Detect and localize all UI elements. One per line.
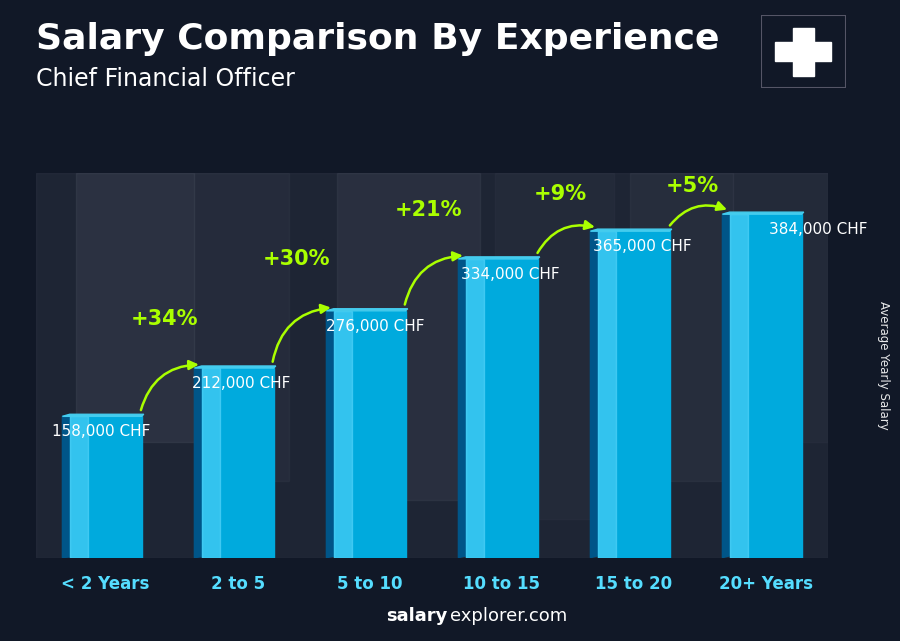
Polygon shape [194,366,275,368]
Text: 212,000 CHF: 212,000 CHF [192,376,290,391]
Bar [733,173,828,442]
Polygon shape [723,212,804,214]
Polygon shape [62,414,144,417]
Bar [465,259,483,558]
Text: 20+ Years: 20+ Years [718,575,813,593]
Bar [465,259,537,558]
Bar [194,173,290,481]
Bar [598,231,616,558]
Polygon shape [62,415,69,558]
Text: 2 to 5: 2 to 5 [211,575,265,593]
Text: 5 to 10: 5 to 10 [337,575,402,593]
Bar [202,368,274,558]
Text: Average Yearly Salary: Average Yearly Salary [878,301,890,429]
Bar [69,417,87,558]
Bar [630,173,733,481]
Polygon shape [458,257,540,259]
Bar [76,173,194,442]
Bar [36,173,828,558]
Bar [334,311,406,558]
Bar [337,173,480,500]
Text: +9%: +9% [534,183,587,204]
Bar [598,231,670,558]
Text: 334,000 CHF: 334,000 CHF [461,267,560,281]
Text: explorer.com: explorer.com [450,607,567,625]
Polygon shape [590,229,671,231]
Text: 158,000 CHF: 158,000 CHF [52,424,150,439]
Text: 276,000 CHF: 276,000 CHF [327,319,425,333]
Bar [793,28,814,76]
Text: < 2 Years: < 2 Years [61,575,149,593]
Bar [776,42,831,61]
Text: salary: salary [386,607,447,625]
Text: +5%: +5% [666,176,719,196]
Text: 365,000 CHF: 365,000 CHF [593,239,692,254]
Text: +21%: +21% [394,200,462,220]
Bar [495,173,614,519]
Bar [730,214,748,558]
Polygon shape [723,212,730,558]
Text: +34%: +34% [130,309,198,329]
Bar [202,368,220,558]
Polygon shape [458,257,465,558]
Polygon shape [590,229,598,558]
Bar [69,417,141,558]
Polygon shape [327,309,408,311]
Text: 10 to 15: 10 to 15 [464,575,540,593]
Bar [730,214,802,558]
Text: 15 to 20: 15 to 20 [595,575,672,593]
Bar [334,311,352,558]
Polygon shape [194,367,202,558]
Text: Salary Comparison By Experience: Salary Comparison By Experience [36,22,719,56]
Text: Chief Financial Officer: Chief Financial Officer [36,67,295,91]
Polygon shape [327,310,334,558]
Text: 384,000 CHF: 384,000 CHF [769,222,867,237]
Text: +30%: +30% [263,249,330,269]
